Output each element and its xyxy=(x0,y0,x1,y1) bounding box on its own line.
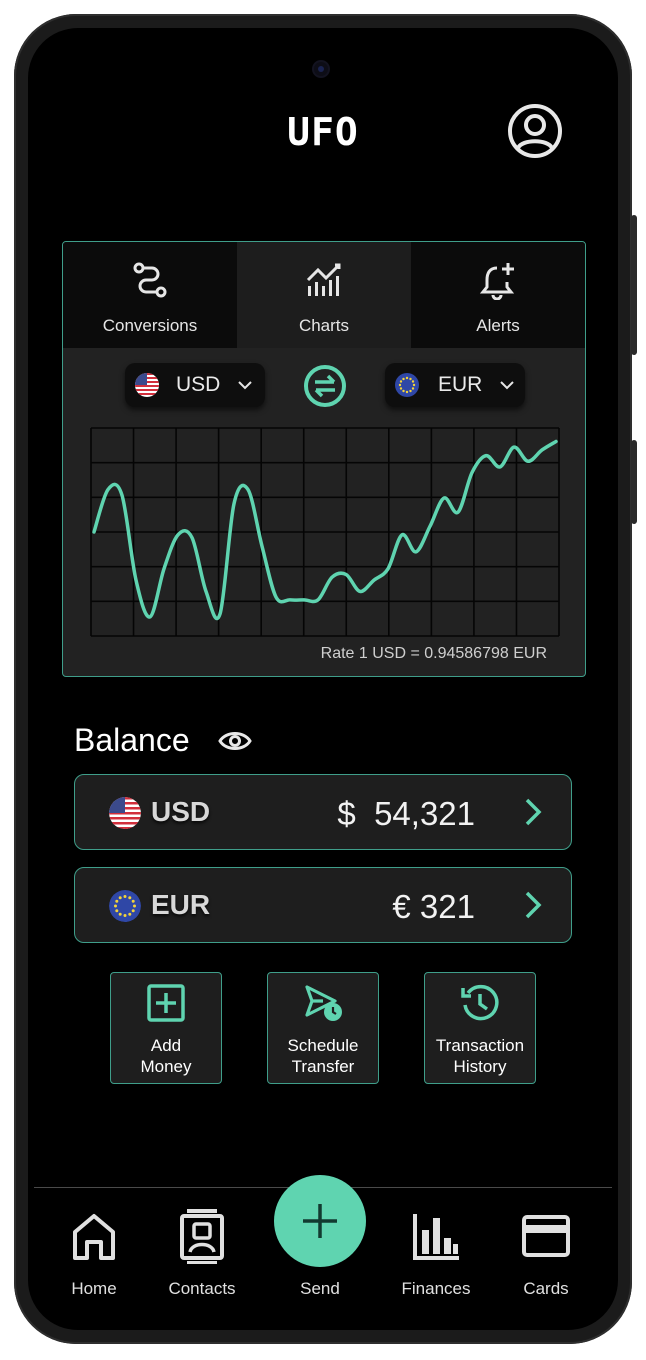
nav-label: Contacts xyxy=(168,1279,236,1298)
swap-currencies-icon[interactable] xyxy=(303,364,347,408)
line-chart-icon xyxy=(306,263,341,296)
account-currency-code: EUR xyxy=(151,889,211,920)
transaction-history-button[interactable]: Transaction History xyxy=(424,972,536,1084)
chevron-right-icon xyxy=(525,891,542,919)
plus-square-icon xyxy=(147,984,185,1022)
to-currency-code: EUR xyxy=(438,373,483,396)
nav-label: Finances xyxy=(401,1279,471,1298)
tab-charts[interactable]: Charts xyxy=(237,242,411,348)
account-amount: $ 54,321 xyxy=(337,795,475,832)
us-flag-icon xyxy=(109,797,141,829)
route-icon xyxy=(133,262,167,298)
chevron-right-icon xyxy=(525,798,542,826)
account-usd[interactable]: USD $ 54,321 xyxy=(74,774,572,850)
nav-home[interactable]: Home xyxy=(39,1208,149,1304)
nav-label: Cards xyxy=(523,1279,569,1298)
account-amount: € 321 xyxy=(392,888,475,925)
volume-button xyxy=(631,215,637,355)
rates-card: Conversions Charts xyxy=(62,241,586,677)
nav-cards[interactable]: Cards xyxy=(491,1208,601,1304)
us-flag-icon xyxy=(135,373,159,397)
bar-chart-icon xyxy=(413,1214,459,1260)
tab-alerts[interactable]: Alerts xyxy=(411,242,585,348)
tab-label: Conversions xyxy=(102,316,198,335)
send-clock-icon xyxy=(305,985,342,1021)
contacts-icon xyxy=(180,1209,224,1264)
send-label: Send xyxy=(300,1279,340,1298)
nav-label: Home xyxy=(71,1279,117,1298)
action-label: Transaction History xyxy=(435,1036,525,1076)
exchange-rate-text: Rate 1 USD = 0.94586798 EUR xyxy=(320,645,547,662)
chevron-down-icon xyxy=(500,381,514,390)
rate-series-line xyxy=(92,439,558,621)
chevron-down-icon xyxy=(238,381,252,390)
to-currency-select[interactable]: EUR xyxy=(385,363,525,407)
balance-title: Balance xyxy=(74,722,190,758)
action-label: Add Money xyxy=(140,1036,192,1076)
nav-contacts[interactable]: Contacts xyxy=(147,1208,257,1304)
add-money-button[interactable]: Add Money xyxy=(110,972,222,1084)
account-currency-code: USD xyxy=(151,796,211,827)
profile-icon[interactable] xyxy=(506,102,564,160)
home-icon xyxy=(73,1214,115,1260)
bell-plus-icon xyxy=(479,263,515,300)
schedule-transfer-button[interactable]: Schedule Transfer xyxy=(267,972,379,1084)
tab-label: Alerts xyxy=(476,316,520,335)
nav-finances[interactable]: Finances xyxy=(381,1208,491,1304)
history-icon xyxy=(461,984,499,1021)
eye-icon[interactable] xyxy=(218,728,252,754)
rates-tabs: Conversions Charts xyxy=(63,242,585,348)
eu-flag-icon xyxy=(109,890,141,922)
account-eur[interactable]: EUR € 321 xyxy=(74,867,572,943)
credit-card-icon xyxy=(522,1215,570,1257)
from-currency-select[interactable]: USD xyxy=(125,363,265,407)
from-currency-code: USD xyxy=(176,373,221,396)
send-button[interactable] xyxy=(274,1175,366,1267)
power-button xyxy=(631,440,637,524)
eu-flag-icon xyxy=(395,373,419,397)
front-camera xyxy=(314,62,328,76)
action-label: Schedule Transfer xyxy=(287,1036,359,1076)
rate-chart xyxy=(90,427,560,637)
plus-icon xyxy=(303,1204,337,1238)
tab-conversions[interactable]: Conversions xyxy=(63,242,237,348)
tab-label: Charts xyxy=(298,316,350,335)
app-logo: UFO xyxy=(287,110,359,154)
app-screen: UFO Conversions xyxy=(28,28,618,1330)
